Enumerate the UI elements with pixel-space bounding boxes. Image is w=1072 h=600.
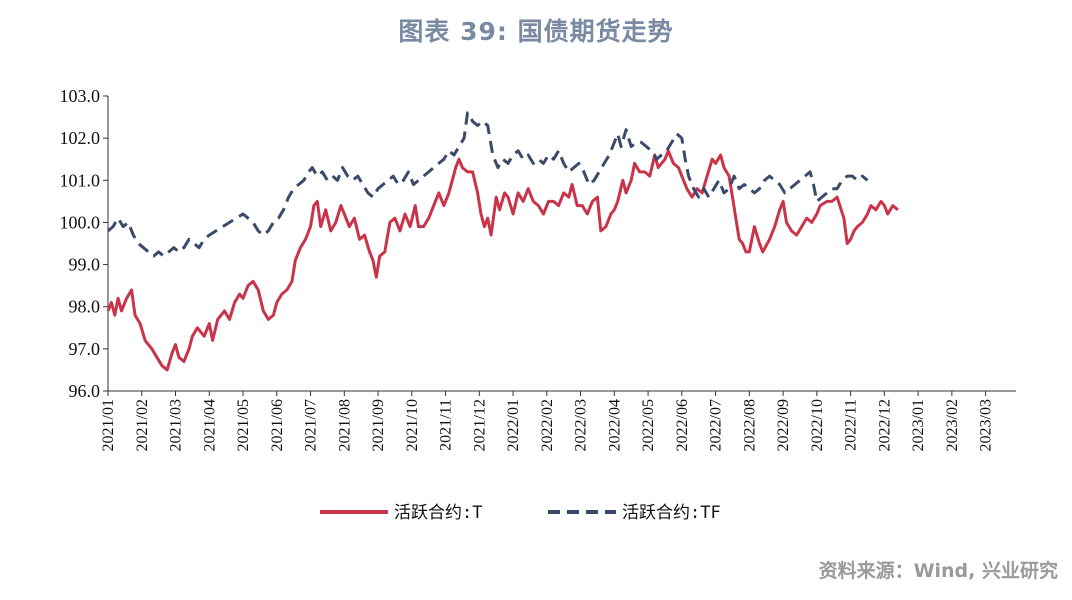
figure-title: 图表 39: 国债期货走势: [398, 17, 674, 46]
y-tick-label: 97.0: [69, 339, 101, 359]
x-tick-label: 2022/08: [741, 399, 758, 451]
y-tick-label: 103.0: [60, 86, 101, 106]
x-tick-label: 2022/11: [843, 399, 860, 451]
y-tick-label: 102.0: [60, 128, 101, 148]
x-tick-label: 2022/12: [876, 399, 893, 451]
x-tick-label: 2023/02: [944, 399, 961, 451]
x-tick-label: 2022/02: [539, 399, 556, 451]
x-tick-label: 2021/05: [235, 399, 252, 451]
legend: 活跃合约:T 活跃合约:TF: [320, 503, 721, 523]
x-tick-label: 2023/01: [910, 399, 927, 451]
y-tick-label: 96.0: [69, 381, 101, 401]
x-tick-label: 2022/04: [606, 399, 623, 451]
x-tick-label: 2022/09: [775, 399, 792, 451]
x-axis: 2021/01 2021/02 2021/03 2021/04 2021/05 2021/…: [100, 390, 1016, 451]
x-tick-label: 2022/05: [640, 399, 657, 451]
x-tick-label: 2021/12: [471, 399, 488, 451]
series-line-0: [106, 149, 899, 372]
y-axis: 96.0 97.0 98.0 99.0 100.0 101.0 102.0 103.0: [60, 86, 109, 401]
x-tick-label: 2021/02: [134, 399, 151, 451]
y-tick-label: 98.0: [69, 297, 101, 317]
legend-label-1: 活跃合约:TF: [622, 503, 721, 523]
y-tick-label: 99.0: [69, 255, 101, 275]
source-note: 资料来源：Wind, 兴业研究: [818, 560, 1058, 582]
x-tick-label: 2021/09: [370, 399, 387, 451]
x-tick-label: 2022/01: [505, 399, 522, 451]
x-tick-label: 2021/11: [438, 399, 455, 451]
x-tick-label: 2022/06: [674, 399, 691, 451]
y-tick-label: 100.0: [60, 212, 101, 232]
x-tick-label: 2022/07: [708, 399, 725, 451]
x-tick-label: 2021/08: [336, 399, 353, 451]
series-line-1: [107, 111, 869, 258]
legend-label-0: 活跃合约:T: [394, 503, 482, 523]
x-tick-label: 2022/03: [573, 399, 590, 451]
x-tick-label: 2022/10: [809, 399, 826, 451]
plot-area: [106, 111, 899, 372]
x-tick-label: 2021/04: [201, 399, 218, 451]
y-tick-label: 101.0: [60, 170, 101, 190]
x-tick-label: 2021/10: [404, 399, 421, 451]
x-tick-label: 2021/07: [303, 399, 320, 451]
x-tick-label: 2021/03: [168, 399, 185, 451]
x-tick-label: 2023/03: [978, 399, 995, 451]
x-tick-label: 2021/01: [100, 399, 117, 451]
x-tick-label: 2021/06: [269, 399, 286, 451]
